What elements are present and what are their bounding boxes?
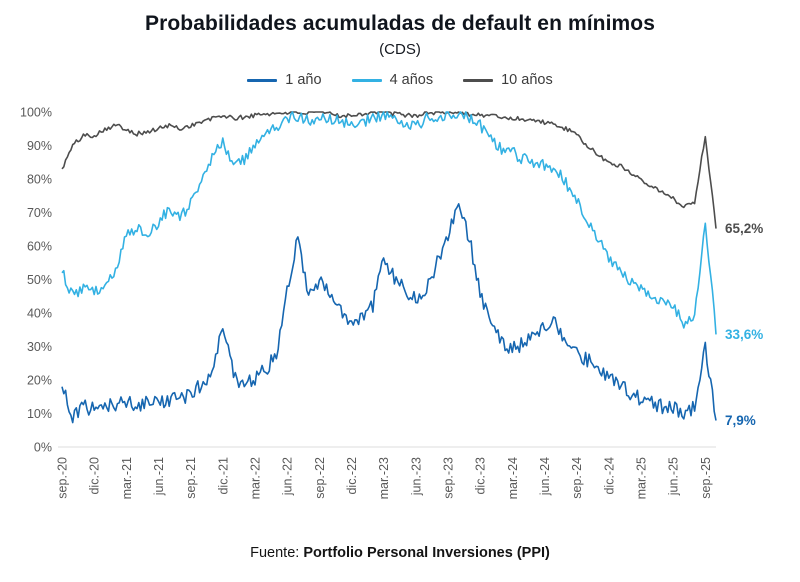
legend-label-4-anos: 4 años xyxy=(389,72,434,88)
x-tick-label: sep.-25 xyxy=(699,457,713,499)
legend-line-marker-10-anos xyxy=(463,78,494,82)
x-tick-label: mar.-22 xyxy=(248,457,262,499)
legend-item-4-anos: 4 años xyxy=(351,72,434,88)
x-tick-label: dic.-24 xyxy=(602,457,616,495)
x-tick-label: mar.-25 xyxy=(634,457,648,499)
x-tick-label: mar.-21 xyxy=(120,457,134,499)
y-tick-label: 70% xyxy=(27,206,52,220)
chart-title: Probabilidades acumuladas de default en … xyxy=(145,12,655,35)
series-end-label-4-anos: 33,6% xyxy=(725,327,763,342)
x-tick-label: sep.-22 xyxy=(313,457,327,499)
source-prefix: Fuente: xyxy=(250,545,304,561)
legend-item-10-anos: 10 años xyxy=(463,72,553,88)
legend-line-marker-4-anos xyxy=(351,78,382,82)
x-tick-label: sep.-24 xyxy=(570,457,584,499)
series-line-10-anos xyxy=(61,111,717,229)
x-tick-label: sep.-21 xyxy=(184,457,198,499)
x-tick-label: dic.-23 xyxy=(474,457,488,495)
y-tick-label: 20% xyxy=(27,374,52,388)
x-tick-label: dic.-21 xyxy=(216,457,230,495)
legend-label-1-ano: 1 año xyxy=(285,72,322,88)
x-tick-label: jun.-22 xyxy=(281,457,295,496)
x-tick-label: jun.-25 xyxy=(667,457,681,496)
legend: 1 año 4 años 10 años xyxy=(0,72,800,88)
cds-line-chart: 0% 10% 20% 30% 40% 50% 60% 70% 80% 90% 100% sep.-20… xyxy=(20,106,763,500)
chart-subtitle: (CDS) xyxy=(379,41,421,58)
x-tick-label: dic.-20 xyxy=(88,457,102,495)
x-tick-label: sep.-20 xyxy=(56,457,70,499)
x-tick-label: sep.-23 xyxy=(441,457,455,499)
series-line-4-anos xyxy=(61,111,717,335)
series-end-label-10-anos: 65,2% xyxy=(725,221,763,236)
y-tick-label: 60% xyxy=(27,240,52,254)
x-tick-label: mar.-24 xyxy=(506,457,520,499)
x-tick-label: jun.-24 xyxy=(538,457,552,496)
x-tick-label: mar.-23 xyxy=(377,457,391,499)
x-tick-label: jun.-21 xyxy=(152,457,166,496)
x-tick-label: dic.-22 xyxy=(345,457,359,495)
y-tick-label: 0% xyxy=(34,441,52,455)
source-name: Portfolio Personal Inversiones (PPI) xyxy=(303,545,550,561)
legend-item-1-ano: 1 año xyxy=(247,72,322,88)
series-end-label-1-ano: 7,9% xyxy=(725,413,756,428)
y-tick-label: 40% xyxy=(27,307,52,321)
source-caption: Fuente: Portfolio Personal Inversiones (… xyxy=(0,545,800,561)
x-tick-label: jun.-23 xyxy=(409,457,423,496)
y-tick-label: 10% xyxy=(27,407,52,421)
y-tick-label: 80% xyxy=(27,173,52,187)
series-line-1-ano xyxy=(61,203,717,424)
y-tick-label: 30% xyxy=(27,340,52,354)
y-tick-label: 50% xyxy=(27,273,52,287)
y-tick-label: 100% xyxy=(20,106,52,120)
legend-label-10-anos: 10 años xyxy=(501,72,553,88)
y-tick-label: 90% xyxy=(27,139,52,153)
legend-line-marker-1-ano xyxy=(247,78,278,82)
